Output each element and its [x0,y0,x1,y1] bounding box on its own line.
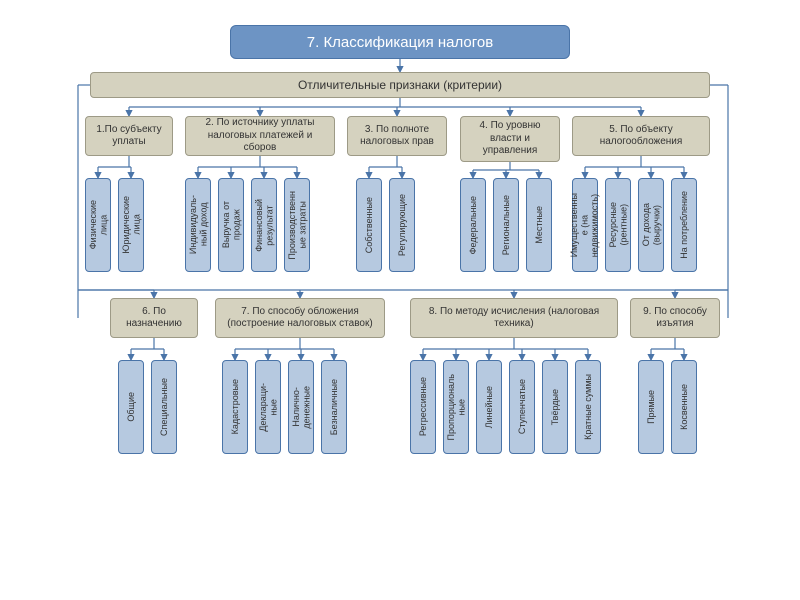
leaf-label: Физические лица [88,200,109,249]
leaf-box: Прямые [638,360,664,454]
category-c3: 3. По полноте налоговых прав [347,116,447,156]
leaf-label: Имущественны е (на недвижимость) [569,193,600,257]
leaf-label: Специальные [159,378,169,436]
leaf-box: Кадастровые [222,360,248,454]
leaf-box: Федеральные [460,178,486,272]
leaf-box: Косвенные [671,360,697,454]
leaf-label: Линейные [484,386,494,428]
leaf-box: Собственные [356,178,382,272]
leaf-label: Косвенные [679,384,689,430]
leaf-box: Производственн ые затраты [284,178,310,272]
category-c6: 6. По назначению [110,298,198,338]
leaf-box: Местные [526,178,552,272]
leaf-label: Собственные [364,197,374,253]
leaf-box: Твёрдые [542,360,568,454]
category-c9: 9. По способу изъятия [630,298,720,338]
leaf-label: Производственн ые затраты [287,191,308,260]
leaf-label: Кратные суммы [583,374,593,440]
leaf-label: Ресурсные (рентные) [608,202,629,247]
leaf-label: Выручка от продаж [221,201,242,248]
title-text: 7. Классификация налогов [307,34,493,51]
category-c8: 8. По методу исчисления (налоговая техни… [410,298,618,338]
category-c7: 7. По способу обложения (построение нало… [215,298,385,338]
leaf-label: Индивидуаль- ный доход [188,195,209,254]
leaf-label: Прямые [646,390,656,424]
leaf-box: Региональные [493,178,519,272]
leaf-box: Юридические лица [118,178,144,272]
leaf-label: Безналичные [329,379,339,435]
category-c4: 4. По уровню власти и управления [460,116,560,162]
leaf-box: Выручка от продаж [218,178,244,272]
subtitle-box: Отличительные признаки (критерии) [90,72,710,98]
leaf-label: На потребление [679,191,689,259]
leaf-box: От дохода (выручки) [638,178,664,272]
leaf-box: Безналичные [321,360,347,454]
leaf-label: Кадастровые [230,379,240,434]
leaf-label: Федеральные [468,196,478,254]
leaf-label: Регулирующие [397,194,407,256]
leaf-box: Кратные суммы [575,360,601,454]
leaf-box: На потребление [671,178,697,272]
leaf-box: Регулирующие [389,178,415,272]
leaf-label: Налично- денежные [291,386,312,429]
leaf-label: Общие [126,392,136,422]
leaf-label: Финансовый результат [254,199,275,252]
leaf-box: Налично- денежные [288,360,314,454]
leaf-label: Регрессивные [418,377,428,436]
leaf-box: Финансовый результат [251,178,277,272]
leaf-box: Деклараци- ные [255,360,281,454]
category-c2: 2. По источнику уплаты налоговых платеже… [185,116,335,156]
leaf-label: Твёрдые [550,389,560,425]
leaf-box: Линейные [476,360,502,454]
category-c1: 1.По субъекту уплаты [85,116,173,156]
leaf-box: Специальные [151,360,177,454]
leaf-label: Местные [534,206,544,244]
leaf-box: Физические лица [85,178,111,272]
leaf-box: Общие [118,360,144,454]
leaf-box: Ступенчатые [509,360,535,454]
leaf-label: От дохода (выручки) [641,203,662,246]
leaf-box: Пропорциональ ные [443,360,469,454]
leaf-label: Пропорциональ ные [446,374,467,440]
leaf-box: Индивидуаль- ный доход [185,178,211,272]
subtitle-text: Отличительные признаки (критерии) [298,78,502,92]
leaf-box: Регрессивные [410,360,436,454]
leaf-box: Ресурсные (рентные) [605,178,631,272]
leaf-label: Юридические лица [121,196,142,254]
leaf-label: Региональные [501,195,511,255]
leaf-label: Ступенчатые [517,379,527,434]
title-box: 7. Классификация налогов [230,25,570,59]
category-c5: 5. По объекту налогообложения [572,116,710,156]
leaf-label: Деклараци- ные [258,383,279,432]
leaf-box: Имущественны е (на недвижимость) [572,178,598,272]
